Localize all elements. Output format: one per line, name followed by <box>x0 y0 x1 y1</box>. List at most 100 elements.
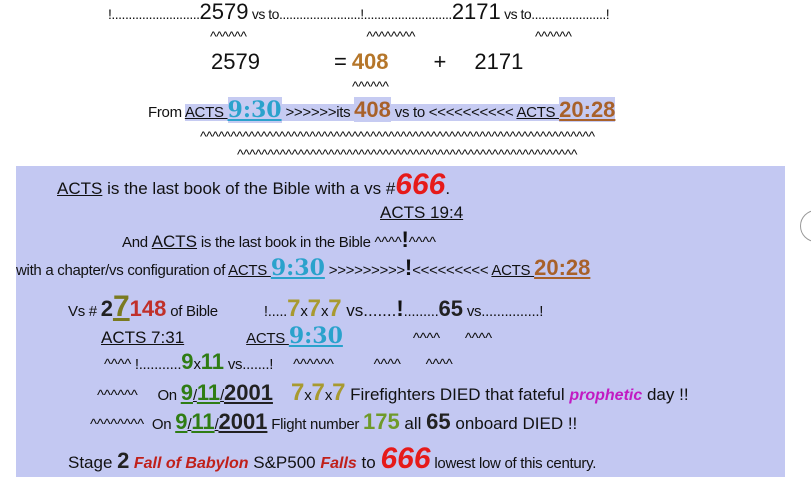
text-segment: 175 <box>362 409 400 434</box>
text-segment: 2 <box>100 296 113 321</box>
text-segment: vs to........................!..........… <box>248 6 452 22</box>
text-segment: vs to <<<<<<<<<< <box>390 104 517 121</box>
text-segment: On <box>151 416 176 433</box>
text-segment: 2001 <box>218 409 268 434</box>
text-segment: x <box>304 387 312 404</box>
text-segment: !..... <box>263 303 288 320</box>
text-segment: 11 <box>196 380 221 405</box>
text-segment: ACTS 19:4 <box>380 203 464 222</box>
text-segment: 148 <box>129 296 167 321</box>
text-line: ^^^^^^^^ On 9/11/2001 Flight number 175 a… <box>90 409 578 434</box>
text-line: ^^^^^^ <box>352 78 389 96</box>
text-segment: with a chapter/vs configuration of <box>16 262 229 279</box>
text-line: ^^^^^^ On 9/11/2001 7x7x7 Firefighters DIE… <box>97 379 689 406</box>
text-line: From ACTS 9:30 >>>>>>its 408 vs to <<<<<… <box>148 97 616 123</box>
text-segment: 7 <box>112 290 130 323</box>
text-segment: ^^^^ !........... <box>104 356 182 373</box>
text-segment: 9:30 <box>288 323 343 349</box>
text-segment: >>>>>>>>> <box>324 262 405 279</box>
text-segment: 20:28 <box>559 97 616 122</box>
text-segment: / <box>220 387 224 404</box>
text-segment: ......... <box>403 303 439 320</box>
text-line: !..........................2579 vs to...… <box>108 0 610 24</box>
text-segment: ^^^^ <box>408 234 436 251</box>
text-segment: 666 <box>395 168 446 201</box>
text-segment: x <box>320 303 329 320</box>
text-segment: ACTS <box>246 330 289 347</box>
text-segment: vs...............! <box>462 303 544 320</box>
text-segment: ACTS <box>491 262 535 279</box>
text-segment: vs to......................! <box>500 6 610 22</box>
text-segment: Falls <box>320 455 357 472</box>
text-segment: >>>>>>its <box>281 104 355 121</box>
text-segment: ^^^^^^^^^^^^^^^^^^^^^^^^^^^^^^^^^^^^^^^^… <box>200 128 595 144</box>
text-segment: Vs # <box>68 303 101 320</box>
text-segment: . <box>445 179 451 198</box>
text-segment: is the last book in the Bible ^^^^ <box>197 234 402 251</box>
text-segment: ^^^^^^ <box>97 387 138 404</box>
text-segment: x <box>193 356 201 373</box>
text-segment: Stage <box>68 453 118 472</box>
text-segment: ^^^^ <box>425 356 453 373</box>
text-segment: x <box>300 303 308 320</box>
text-line: ^^^^^^^^^^^^^^^^^^^^^^^^^^^^^^^^^^^^^^^^… <box>237 146 577 164</box>
text-segment: 9 <box>175 409 188 434</box>
text-segment: to <box>356 453 381 472</box>
text-segment: ^^^^^^^^ <box>366 28 415 44</box>
text-segment: 2579 <box>199 0 249 24</box>
text-segment: 666 <box>380 442 431 475</box>
text-segment: ACTS <box>228 262 271 279</box>
text-segment: ACTS <box>151 232 198 251</box>
text-segment: = <box>333 49 347 74</box>
text-segment: ACTS <box>57 179 103 198</box>
text-segment: ^^^^^^ <box>293 356 334 373</box>
text-segment: 7 <box>332 379 346 406</box>
text-segment: ^^^^^^ <box>534 28 572 44</box>
text-segment: / <box>192 387 197 404</box>
text-segment: 9:30 <box>227 97 282 123</box>
text-line: And ACTS is the last book in the Bible ^… <box>122 227 436 252</box>
text-segment: 7 <box>311 379 325 406</box>
text-segment: x <box>324 387 333 404</box>
text-line: ^^^^ !...........9x11 vs.......! ^^^^^^ ^^… <box>104 349 453 374</box>
text-line: ^^^^^^^^^^^^^^^^^^^^^^^^^^^^^^^^^^^^^^^^… <box>200 128 595 146</box>
text-segment: ^^^^^^^^ <box>90 416 144 433</box>
text-segment: !.......................... <box>108 6 200 22</box>
text-segment: onboard DIED !! <box>450 414 578 433</box>
text-segment: <<<<<<<<< <box>412 262 492 279</box>
text-segment: 9:30 <box>270 255 325 281</box>
text-segment: On <box>157 387 181 404</box>
text-segment: Fall of Babylon <box>129 455 249 472</box>
text-segment: ^^^^ <box>464 330 492 347</box>
text-segment: Firefighters DIED that fateful <box>345 385 570 404</box>
text-segment: 7 <box>290 379 305 406</box>
text-segment: 20:28 <box>534 255 591 280</box>
text-segment: Flight number <box>267 416 363 433</box>
text-segment: 11 <box>200 349 224 374</box>
text-segment: 7 <box>328 295 342 322</box>
highlight-box <box>16 166 785 477</box>
text-line: ACTS 7:31 ACTS 9:30 ^^^^ ^^^^ <box>101 324 492 348</box>
text-segment: 7 <box>307 295 321 322</box>
text-segment: day !! <box>642 385 689 404</box>
circle-button[interactable] <box>800 210 811 242</box>
text-segment: 11 <box>191 409 215 434</box>
text-segment: of Bible <box>166 303 218 320</box>
text-line: with a chapter/vs configuration of ACTS … <box>16 255 591 281</box>
text-segment: ^^^^^^^^^^^^^^^^^^^^^^^^^^^^^^^^^^^^^^^^… <box>237 146 577 162</box>
text-segment: ^^^^^^ <box>352 78 389 94</box>
text-segment: lowest low of this century. <box>430 455 597 472</box>
text-segment: is the last book of the Bible with a vs … <box>102 179 396 198</box>
text-segment: 2001 <box>223 380 273 405</box>
text-line: 2579 = 408 +2171 <box>211 49 523 74</box>
text-line: Vs # 27148 of Bible !.....7x7x7 vs.......… <box>68 290 543 323</box>
text-segment: all <box>399 414 427 433</box>
text-segment: 408 <box>351 49 389 74</box>
text-segment: 9 <box>180 380 193 405</box>
text-segment: 65 <box>438 296 463 321</box>
text-segment: vs.......! <box>223 356 274 373</box>
text-segment: From <box>148 104 185 121</box>
text-line: ACTS 19:4 <box>380 203 464 223</box>
text-segment: ACTS <box>184 104 228 121</box>
